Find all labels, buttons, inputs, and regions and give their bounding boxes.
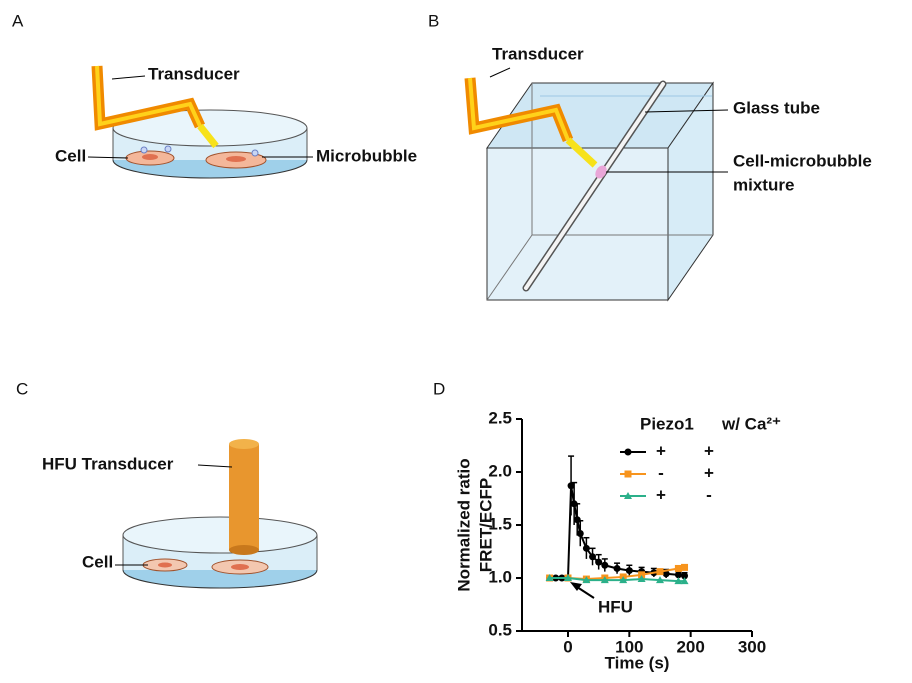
tank-b	[470, 68, 728, 300]
y-tick-label: 2.0	[488, 461, 512, 480]
legend-condition: -	[658, 463, 664, 482]
point	[577, 530, 584, 537]
legend-condition: +	[656, 441, 666, 460]
point	[589, 553, 596, 560]
legend-marker	[625, 449, 632, 456]
y-tick-label: 2.5	[488, 408, 512, 427]
panel-letter: A	[12, 11, 24, 30]
y-tick-label: 1.0	[488, 567, 512, 586]
x-tick-label: 300	[738, 637, 766, 656]
figure: A B C D Transducer Cell Microbubble	[0, 0, 912, 683]
plot: 0.5 1.0 1.5 2.0 2.5 0 100 200 300 + + - + + -	[488, 408, 766, 656]
point	[614, 565, 621, 572]
point	[601, 562, 608, 569]
legend-condition: -	[706, 485, 712, 504]
panel-letter: B	[428, 11, 439, 30]
legend-condition: +	[704, 463, 714, 482]
x-tick-label: 100	[615, 637, 643, 656]
point	[675, 565, 682, 572]
label: mixture	[733, 175, 794, 194]
legend-condition: +	[704, 441, 714, 460]
y-axis-label: Normalized ratio	[454, 458, 473, 591]
label: Transducer	[148, 64, 240, 83]
label: Cell	[82, 552, 113, 571]
point	[657, 568, 664, 575]
x-tick-label: 200	[676, 637, 704, 656]
panel-letter: D	[433, 379, 445, 398]
legend-header: w/ Ca²⁺	[721, 414, 781, 433]
legend-header: Piezo1	[640, 414, 694, 433]
label: HFU Transducer	[42, 454, 174, 473]
annotation: HFU	[598, 597, 633, 616]
legend-condition: +	[656, 485, 666, 504]
y-tick-label: 0.5	[488, 620, 512, 639]
point	[583, 545, 590, 552]
panel-letter: C	[16, 379, 28, 398]
x-tick-label: 0	[563, 637, 572, 656]
label: Microbubble	[316, 146, 417, 165]
label: Glass tube	[733, 98, 820, 117]
point	[626, 567, 633, 574]
legend-marker	[625, 471, 632, 478]
label: Transducer	[492, 44, 584, 63]
label: Cell-microbubble	[733, 151, 872, 170]
label: Cell	[55, 146, 86, 165]
point	[681, 564, 688, 571]
y-tick-label: 1.5	[488, 514, 512, 533]
point	[595, 559, 602, 566]
